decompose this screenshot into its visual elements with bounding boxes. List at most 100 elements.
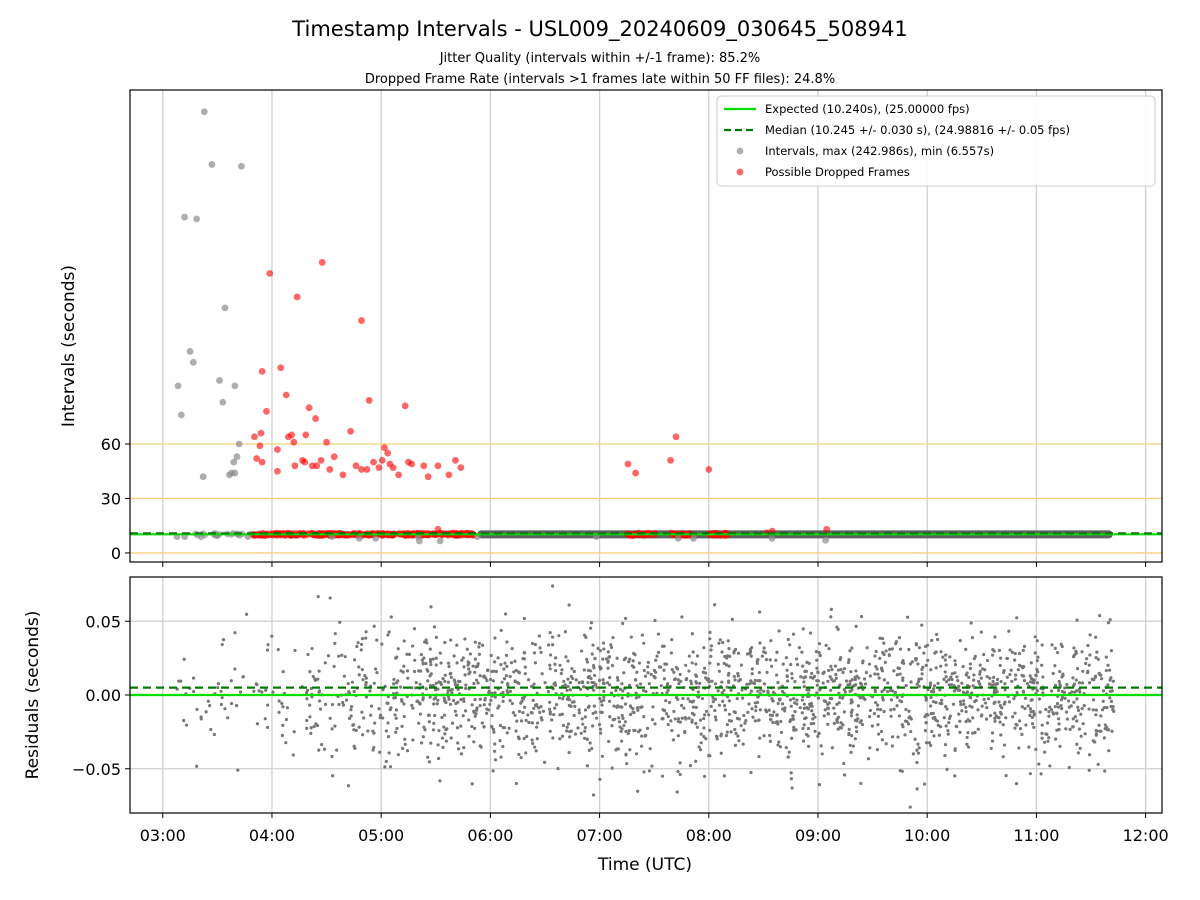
residual-point	[770, 713, 774, 718]
residual-point	[601, 641, 606, 645]
residual-point	[591, 711, 595, 716]
residual-point	[680, 716, 684, 720]
residual-point	[617, 716, 621, 720]
residual-point	[547, 643, 551, 647]
residual-point	[920, 623, 924, 627]
residual-point	[482, 725, 486, 729]
residual-point	[1080, 707, 1084, 711]
residual-point	[873, 690, 877, 694]
residual-point	[673, 717, 677, 721]
residual-point	[421, 698, 425, 702]
residual-point	[858, 681, 863, 685]
residual-point	[874, 700, 878, 705]
residual-point	[550, 635, 555, 639]
residual-point	[895, 673, 899, 677]
residual-point	[335, 748, 339, 752]
residual-point	[832, 706, 836, 710]
residual-point	[440, 715, 444, 720]
residual-point	[839, 721, 843, 725]
residual-point	[317, 748, 321, 752]
residual-point	[730, 617, 734, 621]
residual-point	[608, 715, 612, 719]
residual-point	[522, 616, 526, 621]
residual-point	[372, 681, 376, 685]
residual-point	[1028, 772, 1032, 776]
residual-point	[624, 656, 628, 660]
residual-point	[499, 628, 503, 633]
dropped-frame-point-5	[258, 367, 266, 375]
residual-point	[1064, 727, 1068, 731]
interval-point-15	[230, 458, 238, 466]
residual-point	[876, 703, 880, 707]
residual-point	[598, 777, 602, 781]
residual-point	[450, 687, 454, 692]
residual-point	[508, 699, 512, 703]
residual-point	[607, 699, 612, 703]
residual-point	[443, 699, 447, 703]
residual-point	[802, 702, 806, 706]
residual-point	[530, 684, 534, 688]
residual-point	[443, 640, 447, 645]
residual-point	[364, 636, 368, 640]
residual-point	[470, 782, 474, 786]
residual-point	[322, 747, 327, 751]
residual-point	[608, 683, 612, 687]
residual-point	[822, 670, 826, 674]
residual-point	[566, 659, 570, 663]
residual-point	[1099, 729, 1103, 733]
residual-point	[640, 633, 644, 637]
residual-point	[1037, 762, 1041, 766]
residual-point	[1086, 669, 1090, 673]
residual-point	[1098, 614, 1102, 618]
residual-point	[1088, 653, 1092, 657]
intervals-axes-frame	[129, 89, 1163, 563]
residual-point	[878, 656, 882, 660]
dropped-frame-point-33	[326, 466, 334, 473]
residual-point	[836, 727, 840, 731]
residual-point	[316, 594, 320, 599]
residual-point	[665, 691, 669, 695]
residual-point	[733, 678, 737, 682]
residual-point	[233, 631, 237, 635]
residual-point	[281, 705, 285, 709]
residual-point	[780, 702, 785, 706]
residual-point	[229, 679, 233, 683]
residual-point	[473, 657, 477, 661]
residual-point	[838, 725, 842, 729]
residual-point	[998, 663, 1002, 668]
residual-point	[1027, 745, 1031, 749]
residual-point	[434, 663, 438, 667]
residual-point	[439, 680, 443, 685]
residual-point	[868, 715, 872, 719]
residual-point	[725, 685, 729, 689]
residual-point	[490, 724, 494, 729]
residual-point	[813, 715, 817, 719]
residual-point	[567, 750, 571, 755]
residual-point	[850, 646, 854, 650]
residual-point	[386, 721, 390, 725]
residual-point	[521, 710, 525, 715]
residual-point	[737, 717, 741, 721]
residual-point	[623, 616, 628, 621]
residual-point	[341, 703, 346, 707]
residual-point	[727, 719, 732, 723]
residual-point	[582, 685, 586, 689]
residual-point	[789, 777, 794, 781]
residual-point	[749, 654, 753, 658]
residual-point	[306, 652, 310, 657]
interval-point-3	[181, 213, 189, 221]
residual-point	[970, 705, 974, 709]
residual-point	[333, 641, 337, 645]
residual-point	[991, 679, 995, 683]
residual-point	[383, 765, 387, 769]
interval-point-33	[674, 535, 682, 542]
residual-point	[650, 764, 654, 768]
residual-point	[473, 714, 477, 718]
residual-point	[1001, 755, 1005, 759]
residual-point	[456, 741, 460, 745]
residual-point	[317, 669, 321, 673]
residual-point	[795, 698, 799, 702]
residual-point	[602, 682, 606, 686]
residual-point	[819, 744, 823, 748]
residual-point	[739, 724, 743, 728]
